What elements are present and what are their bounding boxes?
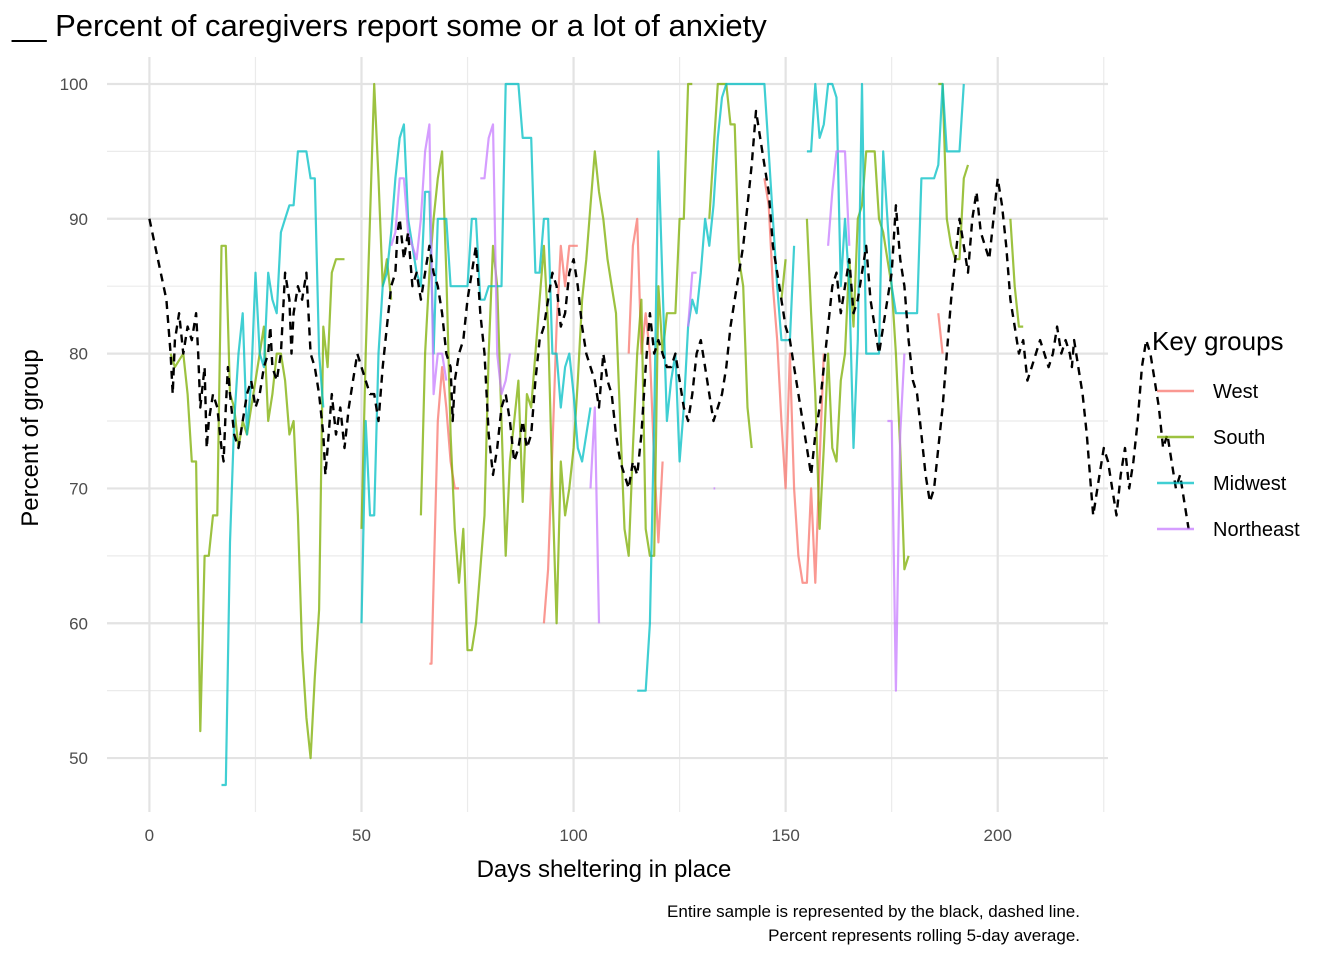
series-northeast xyxy=(390,123,906,692)
entire-sample-path xyxy=(148,109,1190,530)
series-segment xyxy=(480,123,511,396)
x-tick-label: 100 xyxy=(559,826,587,845)
x-tick-label: 200 xyxy=(984,826,1012,845)
legend-item-west: West xyxy=(1157,381,1259,403)
legend-item-northeast: Northeast xyxy=(1157,519,1300,541)
series-segment xyxy=(1009,218,1024,328)
series-segment xyxy=(780,259,787,300)
series-midwest xyxy=(221,82,965,787)
entire-sample-line xyxy=(148,109,1190,530)
y-tick-label: 50 xyxy=(69,749,88,768)
legend-item-midwest: Midwest xyxy=(1157,473,1287,495)
series-segment xyxy=(542,244,578,624)
series-segment xyxy=(360,82,393,529)
legend-item-south: South xyxy=(1157,427,1265,449)
x-axis-title: Days sheltering in place xyxy=(477,856,732,883)
axis-ticks: 0 50 100 150 200 50 60 70 80 90 100 xyxy=(60,75,1012,845)
legend-label: South xyxy=(1213,427,1265,449)
series-segment xyxy=(763,178,825,584)
series-segment xyxy=(806,82,965,450)
series-segment xyxy=(589,406,601,624)
legend-label: West xyxy=(1213,381,1259,403)
series-lines xyxy=(169,82,1024,787)
legend-label: Northeast xyxy=(1213,519,1300,541)
series-segment xyxy=(708,82,753,449)
x-tick-label: 0 xyxy=(145,826,154,845)
y-tick-label: 80 xyxy=(69,345,88,364)
caption-line-2: Percent represents rolling 5-day average… xyxy=(768,926,1080,945)
series-segment xyxy=(937,313,944,354)
series-segment xyxy=(360,82,592,624)
series-segment xyxy=(938,82,970,261)
legend: Key groups West South Midwest Northeast xyxy=(1152,326,1300,541)
y-tick-label: 100 xyxy=(60,75,88,94)
x-tick-label: 150 xyxy=(771,826,799,845)
series-segment xyxy=(390,123,448,396)
series-segment xyxy=(221,150,325,787)
chart-title: __ Percent of caregivers report some or … xyxy=(12,8,767,43)
legend-title: Key groups xyxy=(1152,326,1284,356)
series-segment xyxy=(687,271,697,327)
series-segment xyxy=(887,353,906,692)
caption-line-1: Entire sample is represented by the blac… xyxy=(667,902,1080,921)
series-segment xyxy=(627,217,664,544)
y-tick-label: 60 xyxy=(69,614,88,633)
y-tick-label: 70 xyxy=(69,479,88,498)
series-segment xyxy=(419,82,693,652)
y-axis-title: Percent of group xyxy=(17,349,44,526)
y-tick-label: 90 xyxy=(69,210,88,229)
grid xyxy=(107,57,1108,812)
legend-label: Midwest xyxy=(1213,473,1287,495)
x-tick-label: 50 xyxy=(352,826,371,845)
series-segment xyxy=(637,82,796,692)
series-segment xyxy=(827,150,851,246)
